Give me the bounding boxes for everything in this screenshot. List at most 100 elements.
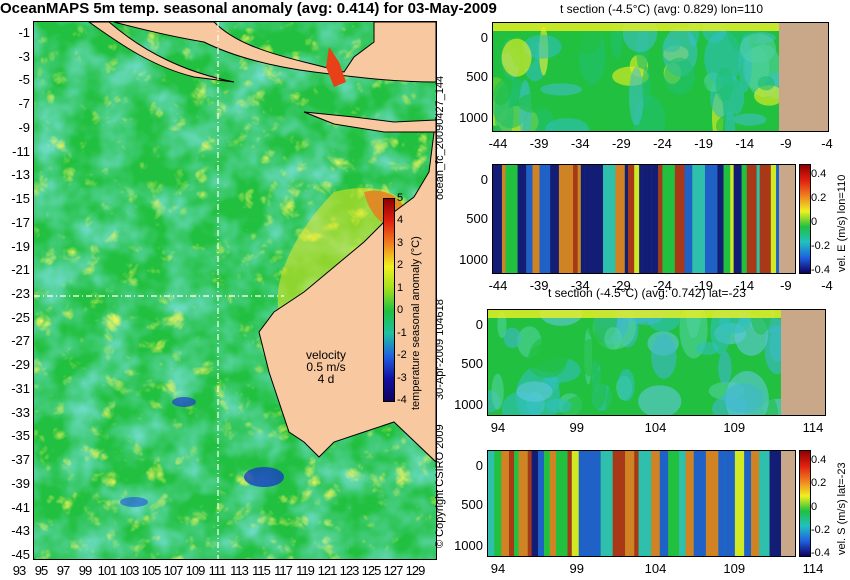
section-title: t section (-4.5°C) (avg: 0.829) lon=110 (560, 2, 764, 16)
section-x-tick: 94 (490, 561, 506, 576)
velocity-colorbar-label: vel. E (m/s) lon=110 (836, 174, 848, 272)
map-canvas (34, 22, 436, 559)
lon-tick: 93 (12, 563, 26, 578)
section-x-tick: -34 (570, 278, 590, 293)
temp-colorbar-tick: 5 (397, 192, 404, 204)
lat-tick: -5 (18, 72, 30, 88)
lon-axis: 93 95 97 99 101 103 105 107 109 111 113 115 117 119 12… (13, 563, 435, 579)
lon-tick: 113 (230, 563, 249, 578)
section-x-tick: -14 (735, 136, 755, 151)
section-x-tick: 114 (802, 420, 824, 435)
lat-tick: -31 (11, 380, 30, 396)
depth-tick: 1000 (459, 110, 488, 125)
lat-tick: -33 (11, 404, 30, 420)
forecast-id-label: ocean_fc_20090427_144 (434, 75, 446, 200)
temp-colorbar (383, 198, 395, 402)
temp-colorbar-tick: 1 (397, 281, 404, 294)
depth-tick: 0 (475, 458, 483, 473)
section-x-tick: -29 (611, 278, 631, 293)
velocity-colorbar-label: vel. S (m/s) lat=-23 (836, 462, 848, 555)
section-x-tick: 99 (569, 420, 584, 435)
depth-tick: 1000 (459, 252, 488, 267)
velocity-label: velocity (306, 348, 347, 362)
lat-tick: -19 (11, 238, 30, 254)
lat-tick: -11 (12, 143, 30, 159)
depth-tick: 1000 (454, 397, 483, 412)
timestamp-label: 30-Apr-2009 104618 (434, 299, 446, 400)
lat-tick: -3 (18, 48, 30, 64)
section-x-tick: -9 (780, 136, 792, 151)
section-x-tick: -39 (529, 136, 549, 151)
section-x-tick: 94 (490, 420, 506, 435)
lat-tick: -21 (11, 262, 30, 278)
velocity-colorbar-tick: 0 (811, 500, 818, 513)
section-x-tick: -24 (653, 136, 672, 151)
section-x-tick: -24 (653, 278, 672, 293)
velocity-colorbar-tick: -0.4 (811, 264, 830, 276)
section-x-tick: -44 (488, 278, 508, 293)
lat-tick: -1 (18, 25, 30, 40)
section-x-tick: 104 (644, 420, 667, 435)
velocity-duration: 4 d (317, 372, 335, 386)
lon-tick: 101 (97, 563, 118, 578)
temp-colorbar-label: temperature seasonal anomaly (°C) (410, 236, 422, 410)
lat-tick: -43 (11, 523, 30, 539)
velocity-colorbar-tick: 0 (811, 216, 818, 228)
temp-colorbar-tick: 3 (397, 236, 404, 249)
section-x-tick: 109 (723, 420, 746, 435)
lon-tick: 103 (119, 563, 140, 578)
depth-tick: 500 (461, 497, 483, 512)
lon-tick: 115 (252, 563, 271, 578)
velocity-colorbar-tick: 0.4 (811, 168, 827, 180)
lat-tick: -35 (11, 428, 30, 444)
section-panel (487, 309, 826, 416)
lon-tick: 123 (339, 563, 360, 578)
section-panel (487, 450, 796, 557)
lat-tick: -45 (11, 547, 30, 562)
lat-tick: -39 (11, 475, 30, 491)
velocity-legend: velocity 0.5 m/s 4 d (306, 349, 346, 385)
lat-tick: -15 (11, 191, 30, 207)
section-x-tick: -4 (821, 278, 833, 293)
depth-tick: 0 (475, 317, 483, 332)
section-panel (492, 164, 796, 274)
lon-tick: 119 (296, 563, 315, 578)
anomaly-map: velocity 0.5 m/s 4 d (33, 21, 437, 560)
velocity-colorbar (799, 450, 811, 557)
section-x-tick: -34 (570, 136, 590, 151)
copyright-label: © Copyright CSIRO 2009 (434, 424, 446, 548)
velocity-colorbar-tick: -0.2 (811, 523, 830, 536)
lat-tick: -7 (18, 96, 30, 112)
velocity-colorbar-tick: 0.4 (811, 454, 827, 466)
velocity-colorbar-tick: -0.4 (811, 547, 830, 559)
lon-tick: 107 (163, 563, 184, 578)
lat-tick: -17 (11, 214, 30, 230)
lat-tick: -13 (11, 167, 30, 183)
temp-colorbar-tick: -3 (397, 371, 407, 384)
temp-colorbar-tick: 0 (397, 304, 404, 317)
depth-tick: 500 (466, 211, 488, 226)
section-x-tick: -19 (694, 278, 714, 293)
lat-tick: -29 (11, 357, 30, 373)
lon-tick: 129 (405, 563, 426, 578)
temp-colorbar-tick: -2 (397, 349, 407, 362)
lat-tick: -41 (11, 499, 30, 515)
temp-colorbar-ticks: 5 4 3 2 1 0 -1 -2 -3 -4 (397, 192, 411, 406)
depth-tick: 500 (466, 69, 488, 84)
temp-colorbar-tick: -4 (397, 394, 407, 406)
depth-tick: 0 (480, 172, 488, 187)
lon-tick: 97 (56, 563, 70, 578)
lat-tick: -23 (11, 286, 30, 301)
temp-colorbar-tick: 2 (397, 259, 404, 272)
velocity-colorbar-tick: 0.2 (811, 477, 827, 490)
velocity-colorbar-tick: -0.2 (811, 240, 830, 252)
section-title: t section (-4.5°C) (avg: 0.742) lat=-23 (548, 286, 746, 300)
section-x-tick: 114 (802, 561, 824, 576)
velocity-colorbar (799, 164, 811, 274)
velocity-colorbar-tick: 0.2 (811, 192, 827, 204)
lat-tick: -37 (11, 452, 30, 468)
lat-tick: -27 (11, 333, 30, 349)
temp-colorbar-tick: 4 (397, 214, 404, 227)
lon-tick: 105 (141, 563, 162, 578)
lon-tick: 121 (317, 563, 338, 578)
